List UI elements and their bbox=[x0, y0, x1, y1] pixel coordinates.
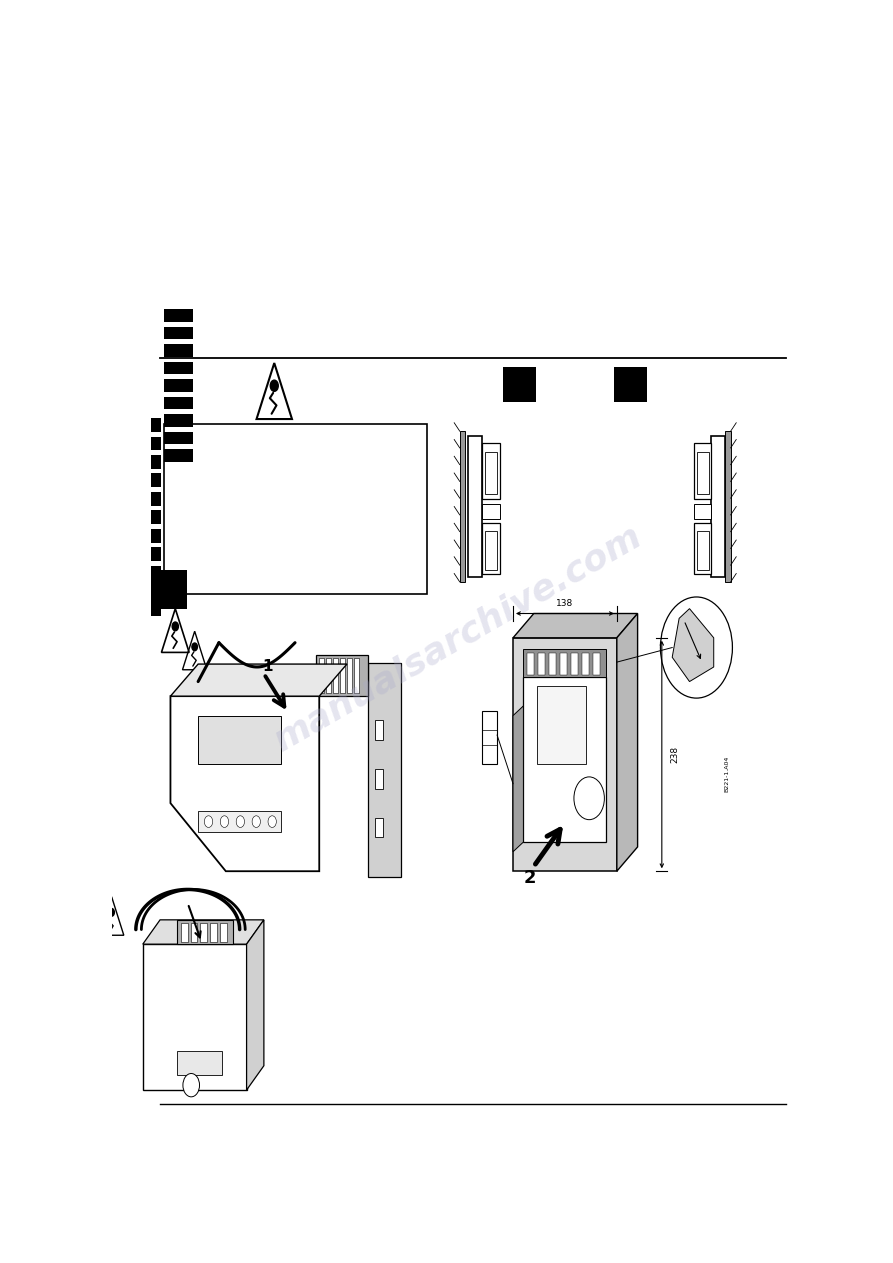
Polygon shape bbox=[143, 945, 246, 1090]
Polygon shape bbox=[672, 609, 714, 682]
Bar bbox=[482, 504, 499, 519]
Bar bbox=[190, 923, 197, 942]
Bar bbox=[582, 653, 589, 674]
Circle shape bbox=[204, 816, 213, 827]
Bar bbox=[523, 649, 606, 677]
Circle shape bbox=[221, 816, 229, 827]
Bar bbox=[316, 655, 368, 696]
Bar bbox=[198, 716, 281, 764]
Bar bbox=[503, 368, 536, 403]
Text: B221-1.A04: B221-1.A04 bbox=[724, 755, 729, 792]
Polygon shape bbox=[513, 638, 617, 871]
Bar bbox=[614, 368, 647, 403]
Circle shape bbox=[252, 816, 261, 827]
Bar bbox=[482, 711, 497, 764]
Bar bbox=[220, 923, 227, 942]
Polygon shape bbox=[178, 919, 233, 945]
Bar bbox=[163, 344, 193, 356]
Text: 1: 1 bbox=[262, 659, 272, 673]
Bar bbox=[725, 431, 730, 582]
Bar bbox=[697, 530, 709, 570]
Circle shape bbox=[271, 380, 279, 392]
Text: 238: 238 bbox=[670, 746, 680, 763]
Circle shape bbox=[109, 908, 114, 916]
Bar bbox=[368, 663, 401, 877]
Circle shape bbox=[192, 643, 197, 650]
Bar bbox=[151, 585, 162, 597]
Bar bbox=[151, 491, 162, 505]
Bar bbox=[151, 455, 162, 469]
Polygon shape bbox=[171, 664, 346, 696]
Bar bbox=[163, 414, 193, 427]
Bar bbox=[694, 523, 712, 575]
Bar bbox=[485, 452, 497, 495]
Bar bbox=[527, 653, 534, 674]
Text: 2: 2 bbox=[524, 869, 537, 888]
Bar bbox=[538, 687, 586, 764]
Bar bbox=[151, 510, 162, 524]
Bar bbox=[694, 504, 712, 519]
Bar bbox=[460, 431, 465, 582]
Bar bbox=[375, 720, 383, 740]
Bar bbox=[354, 658, 359, 693]
Bar bbox=[593, 653, 600, 674]
Circle shape bbox=[268, 816, 276, 827]
Bar bbox=[163, 432, 193, 445]
Bar bbox=[200, 923, 207, 942]
Bar bbox=[151, 529, 162, 543]
Bar bbox=[151, 602, 162, 616]
Circle shape bbox=[172, 621, 179, 630]
Bar bbox=[572, 653, 578, 674]
Bar bbox=[485, 530, 497, 570]
Bar bbox=[163, 397, 193, 409]
Bar bbox=[151, 547, 162, 561]
Bar bbox=[180, 923, 188, 942]
Bar bbox=[163, 327, 193, 340]
Bar bbox=[178, 1051, 222, 1076]
Bar bbox=[151, 474, 162, 488]
Bar bbox=[151, 418, 162, 432]
Bar bbox=[712, 436, 725, 577]
Bar bbox=[549, 653, 556, 674]
Bar bbox=[560, 653, 567, 674]
Bar bbox=[151, 566, 162, 580]
Bar bbox=[198, 811, 281, 832]
Bar bbox=[210, 923, 217, 942]
Polygon shape bbox=[513, 706, 523, 851]
Bar bbox=[694, 443, 712, 499]
Bar bbox=[320, 658, 324, 693]
Bar bbox=[163, 361, 193, 374]
Polygon shape bbox=[246, 919, 263, 1090]
Bar bbox=[375, 769, 383, 788]
Polygon shape bbox=[617, 614, 638, 871]
Bar bbox=[163, 309, 193, 322]
Bar bbox=[151, 570, 187, 609]
Bar bbox=[163, 424, 427, 594]
Text: 138: 138 bbox=[556, 599, 573, 608]
Bar bbox=[163, 379, 193, 392]
Circle shape bbox=[574, 777, 605, 820]
Bar bbox=[538, 653, 545, 674]
Bar bbox=[523, 677, 606, 842]
Polygon shape bbox=[513, 614, 638, 638]
Bar bbox=[469, 436, 482, 577]
Polygon shape bbox=[171, 696, 320, 871]
Bar bbox=[482, 523, 499, 575]
Bar bbox=[163, 450, 193, 462]
Bar bbox=[326, 658, 331, 693]
Circle shape bbox=[236, 816, 245, 827]
Bar bbox=[151, 437, 162, 450]
Circle shape bbox=[183, 1074, 199, 1096]
Bar bbox=[697, 452, 709, 495]
Bar bbox=[346, 658, 352, 693]
Bar bbox=[340, 658, 345, 693]
Bar bbox=[375, 817, 383, 837]
Text: manualsarchive.com: manualsarchive.com bbox=[268, 518, 647, 758]
Bar bbox=[482, 443, 499, 499]
Polygon shape bbox=[143, 919, 263, 945]
Bar bbox=[333, 658, 338, 693]
